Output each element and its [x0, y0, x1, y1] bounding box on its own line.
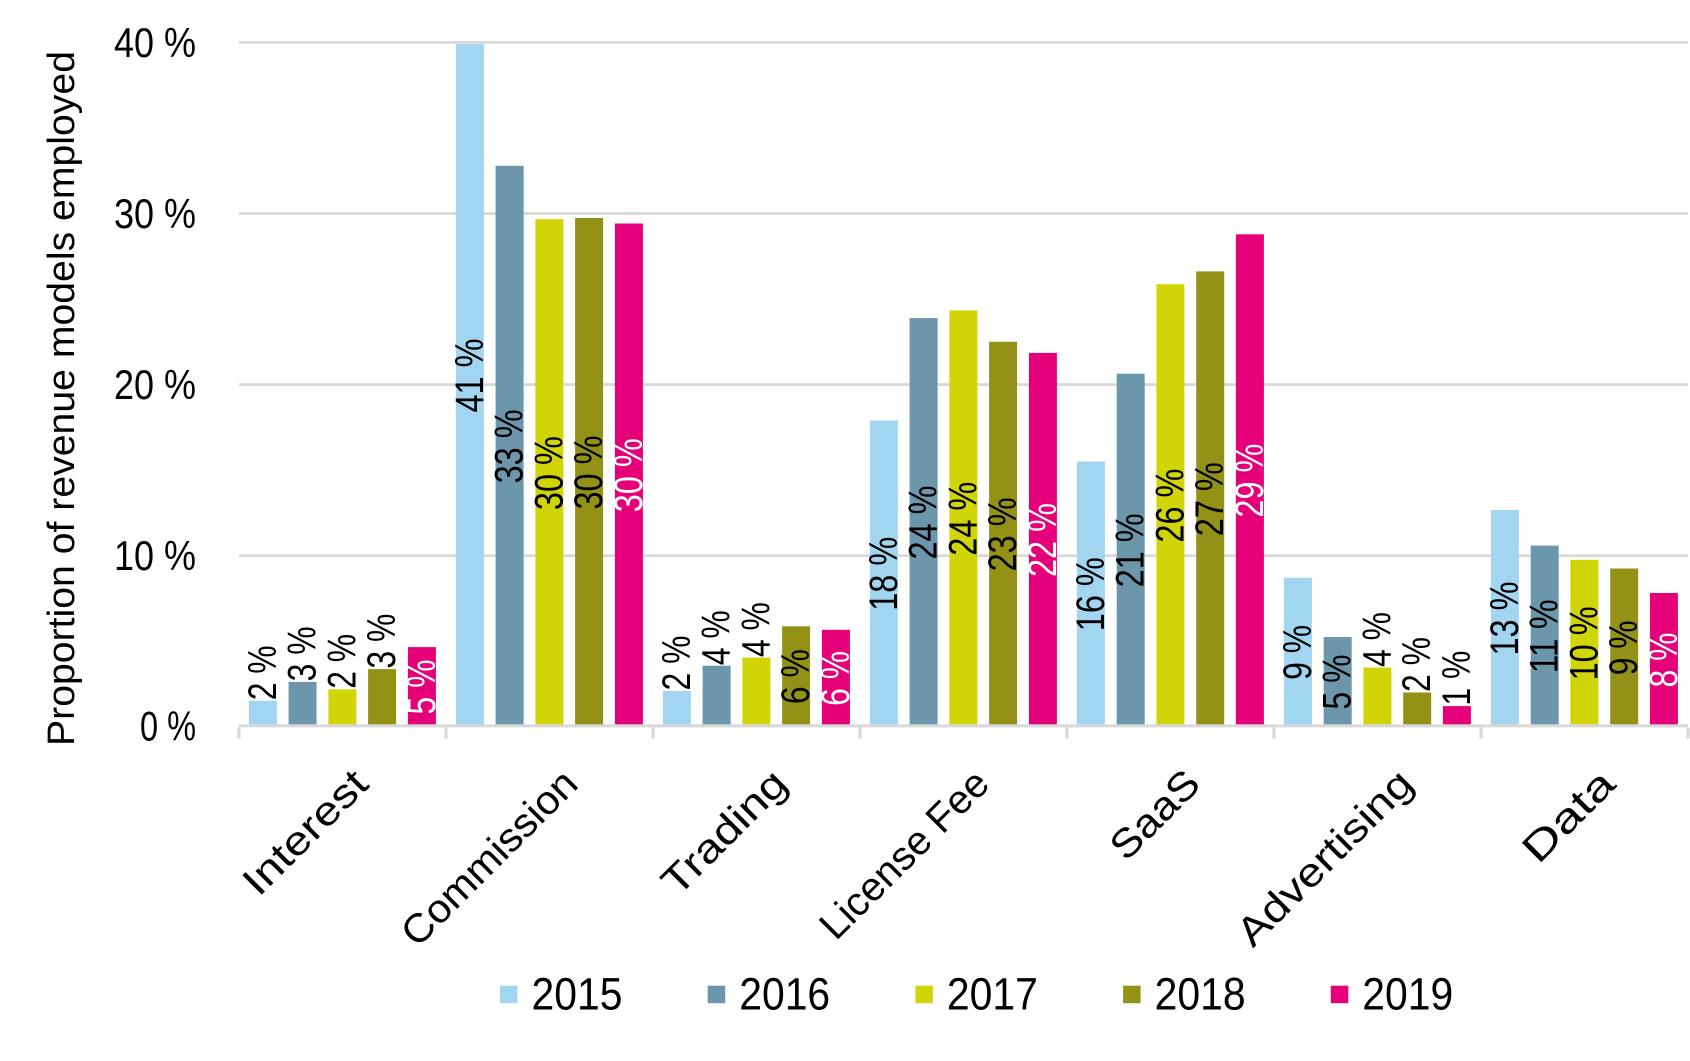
svg-text:22 %: 22 % — [1021, 503, 1065, 577]
svg-text:16 %: 16 % — [1069, 557, 1113, 631]
svg-text:2018: 2018 — [1155, 968, 1246, 1019]
svg-text:2 %: 2 % — [320, 634, 364, 689]
svg-text:29 %: 29 % — [1228, 444, 1272, 518]
svg-text:4 %: 4 % — [695, 610, 739, 665]
svg-text:30 %: 30 % — [114, 190, 196, 237]
svg-text:1 %: 1 % — [1435, 651, 1479, 706]
svg-text:2019: 2019 — [1362, 968, 1453, 1019]
svg-text:33 %: 33 % — [488, 409, 532, 483]
svg-text:10 %: 10 % — [1562, 606, 1606, 680]
svg-text:5 %: 5 % — [400, 660, 444, 715]
svg-text:40 %: 40 % — [114, 19, 196, 66]
svg-text:2017: 2017 — [947, 968, 1038, 1019]
svg-text:24 %: 24 % — [902, 486, 946, 560]
svg-text:23 %: 23 % — [981, 497, 1025, 571]
svg-text:2 %: 2 % — [241, 645, 285, 700]
svg-text:30 %: 30 % — [567, 436, 611, 510]
svg-text:2015: 2015 — [532, 968, 623, 1019]
svg-text:24 %: 24 % — [941, 482, 985, 556]
svg-text:3 %: 3 % — [281, 626, 325, 681]
svg-text:6 %: 6 % — [814, 651, 858, 706]
svg-text:2 %: 2 % — [1395, 637, 1439, 692]
svg-text:30 %: 30 % — [607, 438, 651, 512]
svg-text:18 %: 18 % — [862, 537, 906, 611]
svg-text:3 %: 3 % — [360, 614, 404, 669]
svg-text:8 %: 8 % — [1642, 633, 1686, 688]
svg-text:11 %: 11 % — [1523, 599, 1567, 673]
svg-text:5 %: 5 % — [1316, 655, 1360, 710]
svg-text:9 %: 9 % — [1276, 625, 1320, 680]
svg-text:Proportion of revenue models e: Proportion of revenue models employed — [41, 51, 83, 746]
svg-text:41 %: 41 % — [448, 339, 492, 413]
svg-text:20 %: 20 % — [114, 361, 196, 408]
svg-text:6 %: 6 % — [774, 649, 818, 704]
svg-text:10 %: 10 % — [114, 532, 196, 579]
svg-text:2016: 2016 — [739, 968, 830, 1019]
svg-text:4 %: 4 % — [734, 602, 778, 657]
svg-text:0 %: 0 % — [140, 702, 196, 749]
svg-text:13 %: 13 % — [1483, 582, 1527, 656]
svg-text:9 %: 9 % — [1602, 620, 1646, 675]
svg-text:21 %: 21 % — [1109, 513, 1153, 587]
svg-text:30 %: 30 % — [527, 436, 571, 510]
svg-text:2 %: 2 % — [655, 636, 699, 691]
svg-text:4 %: 4 % — [1355, 612, 1399, 667]
svg-text:26 %: 26 % — [1148, 469, 1192, 543]
svg-text:27 %: 27 % — [1188, 462, 1232, 536]
